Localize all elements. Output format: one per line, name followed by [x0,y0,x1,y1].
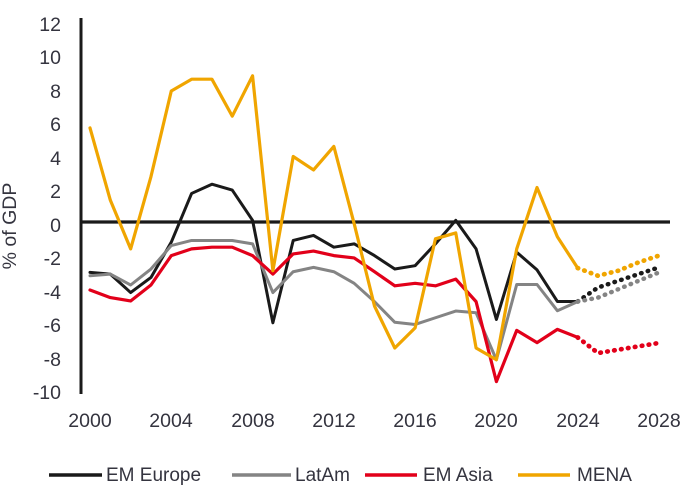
svg-text:EM Europe: EM Europe [106,465,201,486]
svg-text:6: 6 [50,114,61,136]
svg-text:2028: 2028 [637,410,680,432]
svg-text:-8: -8 [44,349,61,371]
svg-text:2: 2 [50,181,61,203]
svg-text:2000: 2000 [68,410,112,432]
svg-text:-10: -10 [33,382,61,404]
svg-text:-2: -2 [44,248,61,270]
svg-text:2004: 2004 [149,410,193,432]
svg-text:-6: -6 [44,315,61,337]
svg-text:% of GDP: % of GDP [0,183,21,270]
svg-text:4: 4 [50,148,61,170]
svg-text:LatAm: LatAm [295,465,350,486]
svg-text:2016: 2016 [393,410,436,432]
svg-text:0: 0 [50,215,61,237]
svg-text:EM Asia: EM Asia [423,465,493,486]
svg-text:2012: 2012 [312,410,355,432]
svg-text:10: 10 [39,47,61,69]
svg-text:-4: -4 [44,282,61,304]
svg-text:2020: 2020 [474,410,518,432]
svg-text:2024: 2024 [556,410,600,432]
svg-text:12: 12 [39,14,61,36]
svg-text:MENA: MENA [577,465,632,486]
svg-text:8: 8 [50,81,61,103]
svg-text:2008: 2008 [231,410,274,432]
